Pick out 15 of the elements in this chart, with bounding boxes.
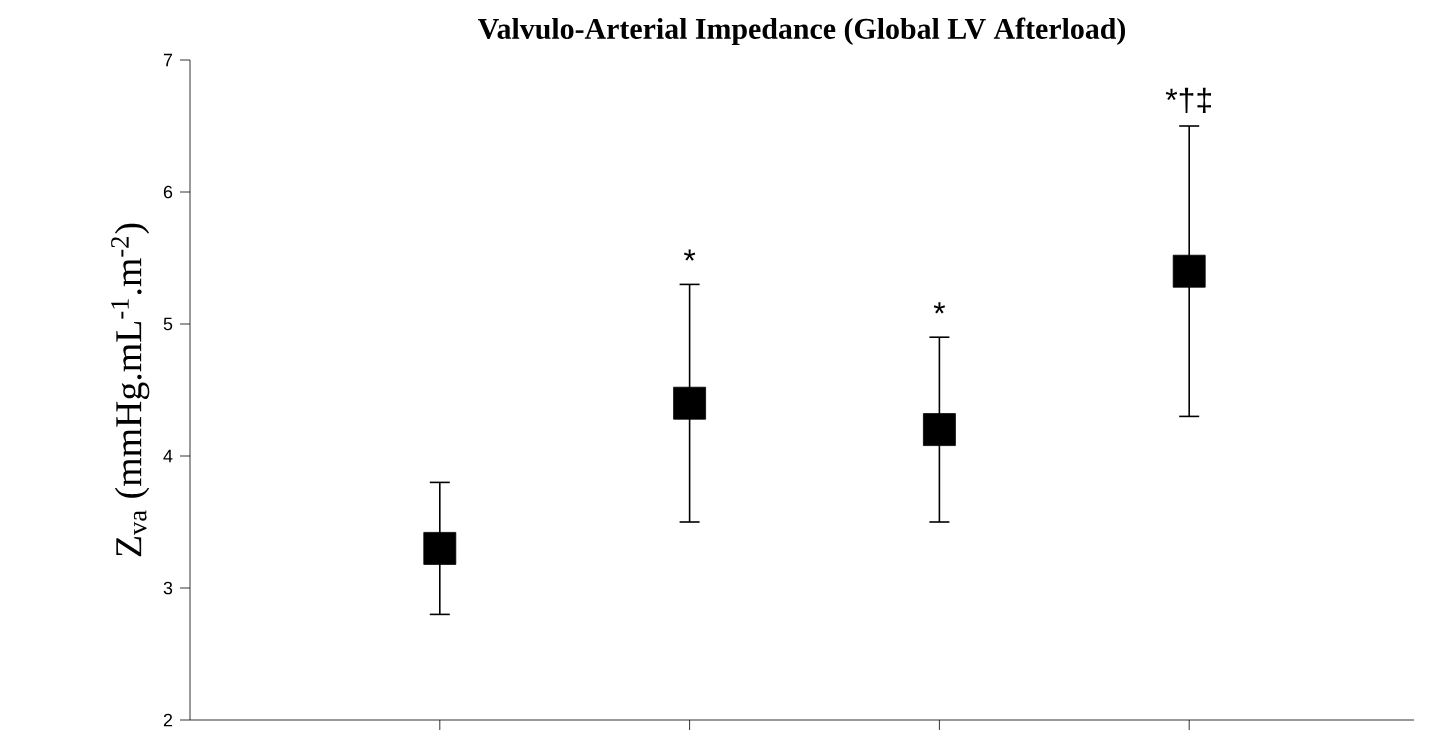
point <box>1172 254 1206 288</box>
y-axis-title: Z$_{va}$ (mmHg.mL$^{-1}$.m$^{-2}$) <box>111 223 150 557</box>
y-tick-label: 5 <box>163 317 173 331</box>
annotation: * <box>683 249 696 261</box>
y-tick-label: 4 <box>163 449 173 463</box>
y-tick-label: 2 <box>163 713 173 727</box>
point <box>673 386 706 420</box>
point <box>923 413 956 446</box>
y-tick-label: 6 <box>163 185 173 199</box>
point <box>423 532 457 565</box>
y-tick-label: 7 <box>163 53 173 67</box>
y-tick-label: 3 <box>163 581 173 595</box>
annotation: * <box>933 302 946 314</box>
annotation: *†‡ <box>1165 87 1211 113</box>
chart-title: Valvulo-Arterial Impedance (Global LV Afterload) <box>478 17 1126 46</box>
